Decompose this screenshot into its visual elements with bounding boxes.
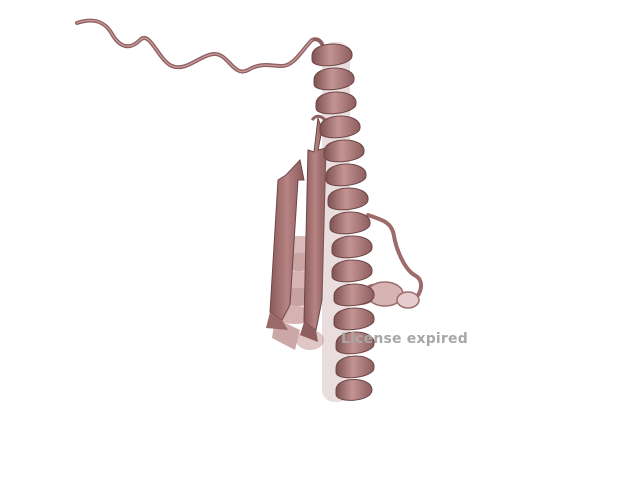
license-watermark: License expired [341,331,468,347]
beta-strand-right [300,114,332,342]
n-terminal-coil [75,18,324,74]
main-helix [311,42,375,402]
beta-strand-left [266,158,305,330]
